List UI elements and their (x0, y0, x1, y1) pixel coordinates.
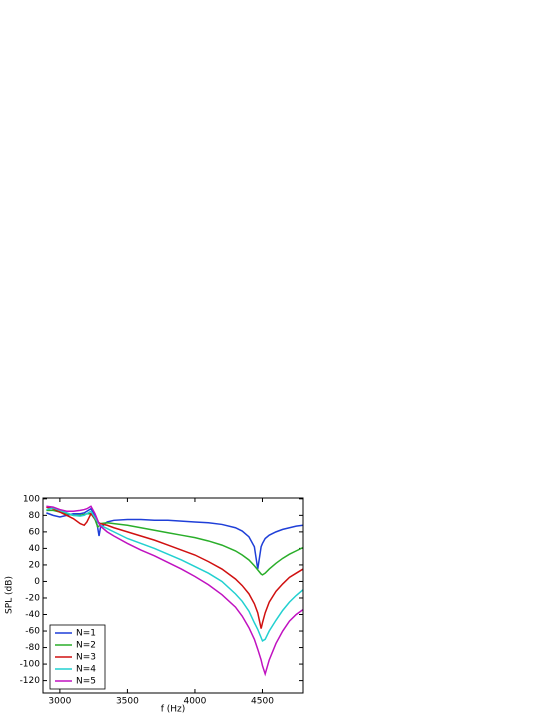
plot-frame (42, 497, 304, 694)
legend-label: N=4 (76, 665, 96, 675)
legend-label: N=1 (76, 629, 96, 639)
y-tick-label: -60 (25, 627, 40, 637)
line-series (46, 506, 303, 629)
y-tick-label: -80 (25, 643, 40, 653)
y-axis-label: SPL (dB) (5, 576, 15, 614)
line-series (46, 507, 303, 643)
y-tick-label: -100 (20, 660, 41, 670)
y-tick-label: 20 (29, 560, 41, 570)
y-tick-label: -20 (25, 593, 40, 603)
legend-label: N=3 (76, 653, 96, 663)
x-tick-label: 3500 (116, 697, 139, 707)
x-tick-label: 3000 (48, 697, 71, 707)
y-tick-label: 100 (23, 494, 40, 504)
y-tick-label: 80 (29, 511, 41, 521)
y-tick-label: 0 (34, 577, 40, 587)
legend-label: N=5 (76, 677, 96, 687)
line-series (46, 507, 303, 570)
y-tick-label: 40 (29, 544, 41, 554)
line-series (46, 505, 303, 677)
x-tick-label: 4000 (183, 697, 206, 707)
y-tick-label: -120 (20, 676, 41, 686)
legend-label: N=2 (76, 641, 96, 651)
y-tick-label: 60 (29, 527, 41, 537)
x-tick-label: 4500 (251, 697, 274, 707)
x-axis-label: f (Hz) (161, 705, 186, 715)
y-tick-label: -40 (25, 610, 40, 620)
